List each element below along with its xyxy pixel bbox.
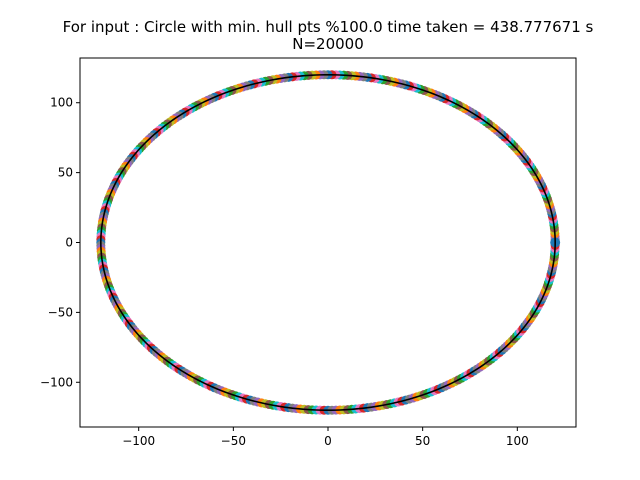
axes-frame [79,57,577,428]
chart-subtitle: N=20000 [292,35,364,53]
x-tick-label: −50 [221,434,246,448]
x-axis: −100 −50 0 50 100 [122,427,529,448]
y-tick-label: 0 [65,236,73,250]
y-tick-label: 100 [50,96,73,110]
x-tick-label: 100 [506,434,529,448]
x-tick-label: −100 [122,434,155,448]
y-axis: −100 −50 0 50 100 [40,96,80,389]
x-tick-label: 0 [324,434,332,448]
hull-path [100,73,556,412]
y-tick-label: −50 [48,305,73,319]
y-tick-label: 50 [58,166,73,180]
scatter-points [96,70,561,415]
x-tick-label: 50 [415,434,430,448]
chart-title: For input : Circle with min. hull pts %1… [63,18,594,36]
hull-line [100,73,556,412]
y-tick-label: −100 [40,375,73,389]
